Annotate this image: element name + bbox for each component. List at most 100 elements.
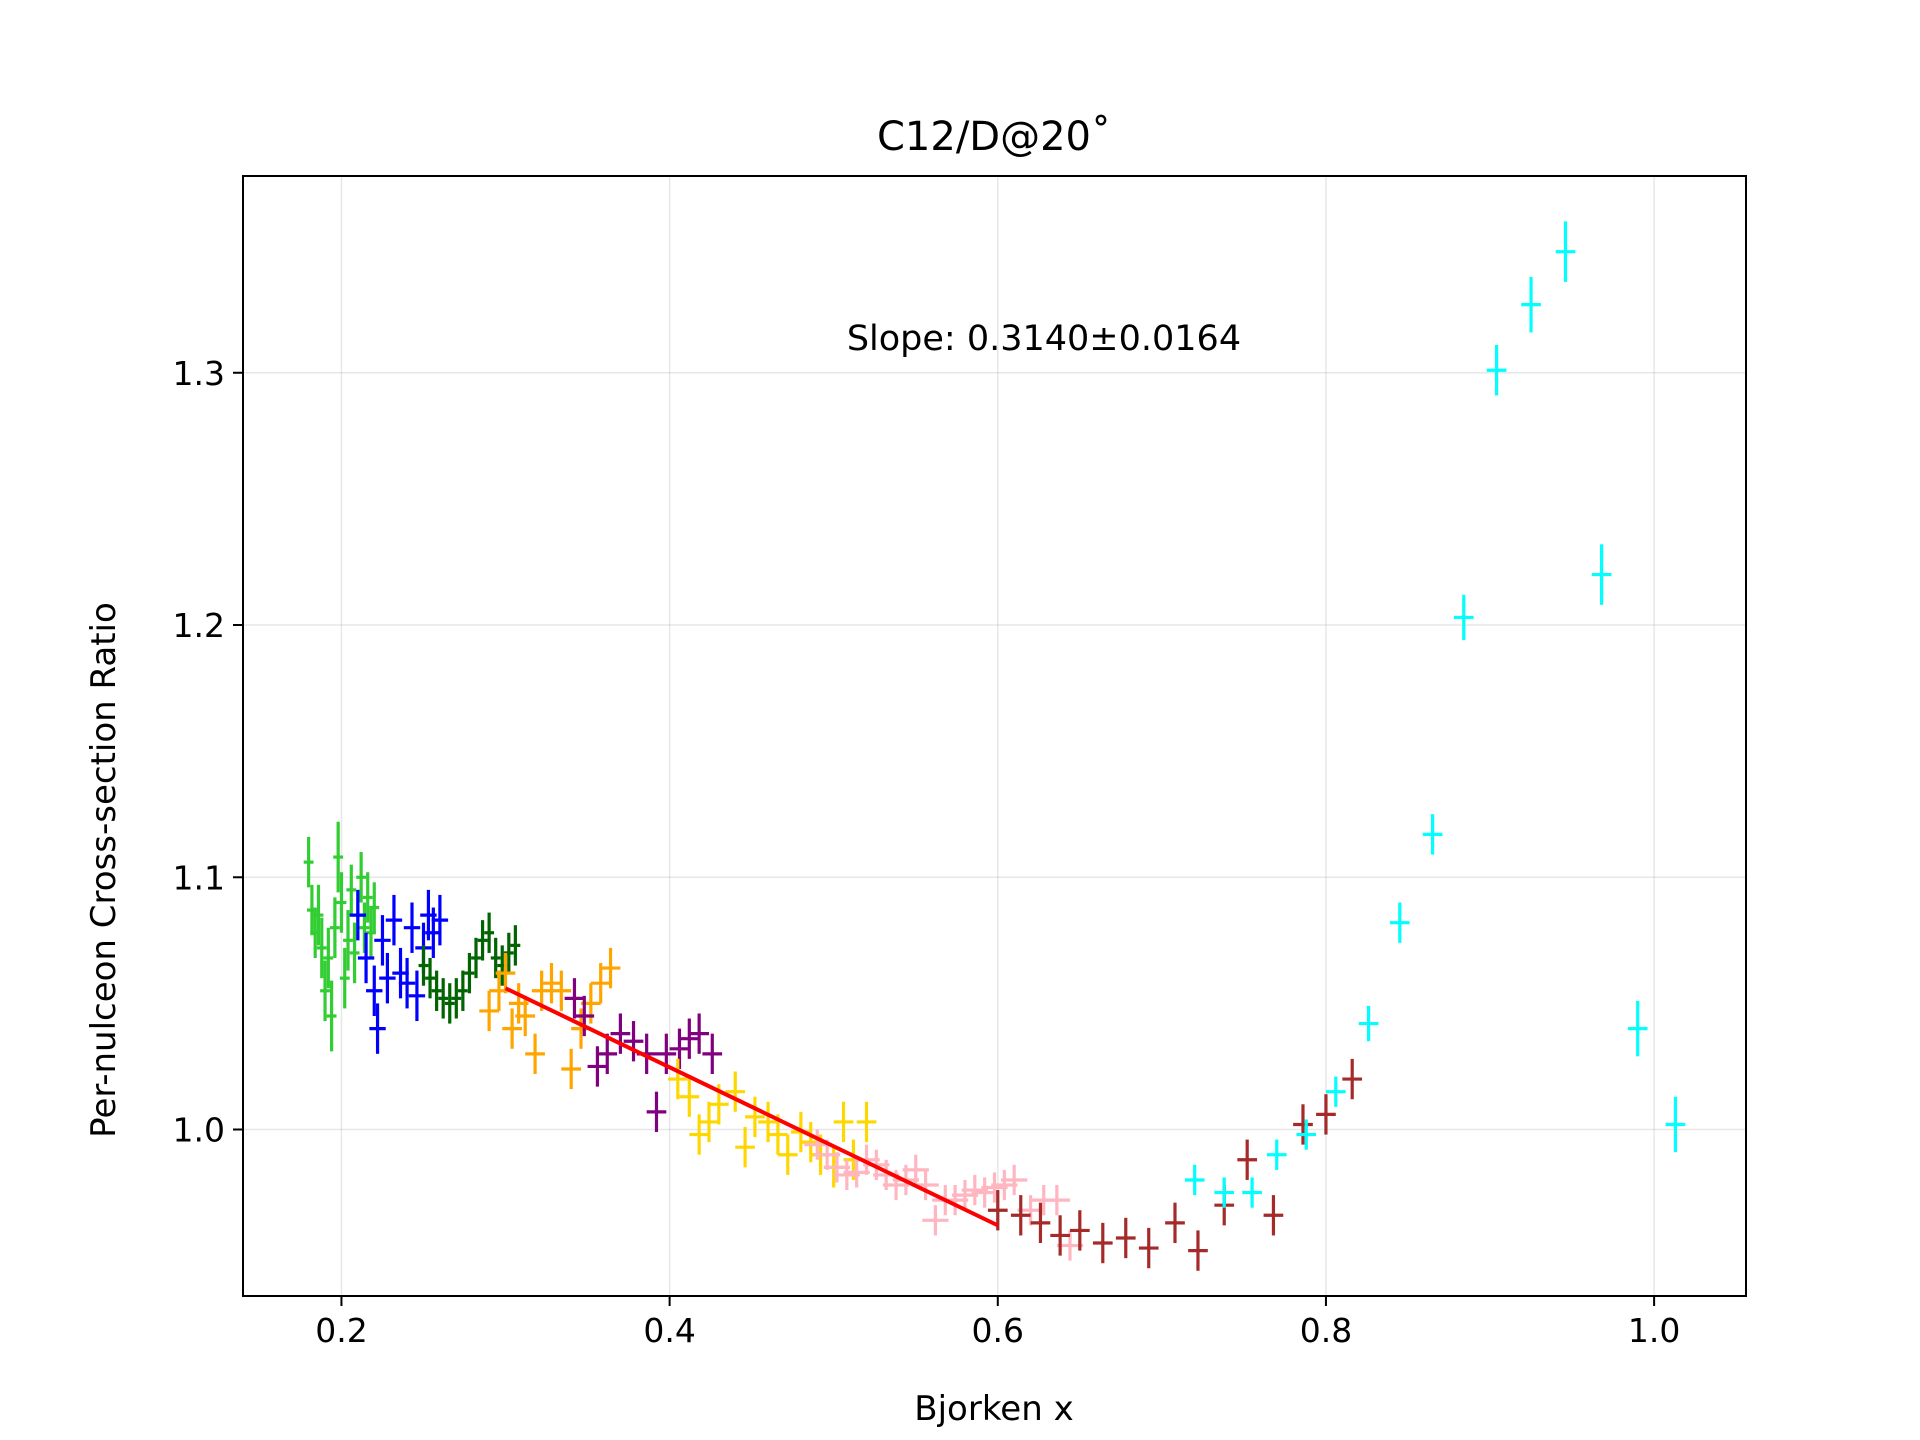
data-point xyxy=(320,960,330,1022)
data-point xyxy=(699,1101,719,1143)
data-point xyxy=(679,1076,700,1117)
data-point xyxy=(477,920,488,961)
data-point xyxy=(369,1003,386,1054)
data-point xyxy=(471,937,481,979)
data-point xyxy=(323,927,334,989)
data-point xyxy=(369,882,380,933)
data-point xyxy=(735,1126,755,1168)
data-point xyxy=(356,852,367,903)
series-9 xyxy=(1184,221,1686,1208)
data-point xyxy=(689,1013,709,1054)
data-point xyxy=(349,889,367,941)
data-point xyxy=(856,1101,877,1143)
data-point xyxy=(1069,1210,1090,1251)
data-point xyxy=(484,912,495,953)
data-point xyxy=(1486,345,1507,396)
data-point xyxy=(1665,1096,1686,1153)
data-point xyxy=(451,978,462,1019)
data-point xyxy=(541,963,562,1004)
data-point xyxy=(515,995,536,1037)
data-point xyxy=(343,910,353,971)
data-point xyxy=(329,897,340,958)
data-point xyxy=(1237,1139,1258,1180)
data-point xyxy=(313,884,324,946)
x-tick-label: 0.4 xyxy=(643,1311,695,1350)
x-tick-label: 0.6 xyxy=(972,1311,1024,1350)
x-axis-label: Bjorken x xyxy=(914,1389,1073,1429)
data-point xyxy=(1030,1202,1051,1244)
data-point xyxy=(1043,1185,1070,1216)
data-point xyxy=(303,836,314,888)
data-point xyxy=(336,872,347,933)
y-axis-label: Per-nulceon Cross-section Ratio xyxy=(84,602,124,1138)
y-tick-label: 1.0 xyxy=(173,1111,225,1150)
data-point xyxy=(646,1091,667,1133)
data-series xyxy=(303,221,1686,1271)
data-point xyxy=(366,965,383,1016)
data-point xyxy=(1266,1139,1287,1170)
data-point xyxy=(597,1033,618,1075)
data-point xyxy=(1293,1104,1313,1145)
data-point xyxy=(610,1013,631,1054)
data-point xyxy=(1422,814,1443,855)
data-point xyxy=(745,1096,765,1138)
data-point xyxy=(679,1018,700,1059)
data-point xyxy=(1342,1058,1363,1100)
data-point xyxy=(326,980,337,1052)
data-point xyxy=(359,902,370,953)
data-point xyxy=(490,937,501,979)
data-point xyxy=(333,821,344,893)
data-point xyxy=(502,1008,522,1049)
data-point xyxy=(702,1033,723,1075)
series-5 xyxy=(564,978,723,1133)
data-point xyxy=(574,995,595,1037)
data-point xyxy=(525,1033,545,1075)
data-point xyxy=(479,990,499,1032)
data-point xyxy=(444,983,455,1024)
data-point xyxy=(1358,1005,1379,1042)
data-point xyxy=(362,872,373,923)
data-point xyxy=(561,1048,582,1090)
data-point xyxy=(1001,1164,1028,1196)
y-tick-label: 1.2 xyxy=(173,606,225,645)
data-point xyxy=(1010,1195,1031,1236)
data-point xyxy=(1188,1230,1208,1271)
data-point xyxy=(1389,902,1410,943)
data-point xyxy=(425,957,435,999)
chart-title: C12/D@20˚ xyxy=(877,114,1111,160)
data-point xyxy=(1214,1177,1235,1208)
data-point xyxy=(495,952,516,994)
data-point xyxy=(922,1205,949,1236)
data-point xyxy=(438,978,449,1019)
x-tick-label: 0.2 xyxy=(315,1311,367,1350)
data-point xyxy=(374,915,391,966)
y-tick-label: 1.1 xyxy=(173,858,225,897)
data-point xyxy=(600,947,621,989)
data-point xyxy=(1521,276,1541,333)
slope-annotation: Slope: 0.3140±0.0164 xyxy=(847,319,1241,359)
data-point xyxy=(1050,1215,1070,1256)
data-point xyxy=(1555,221,1576,282)
data-point xyxy=(1591,544,1612,605)
data-point xyxy=(316,917,327,979)
series-4 xyxy=(479,947,621,1090)
y-axis: 1.0 1.1 1.2 1.3 xyxy=(173,354,243,1150)
data-point xyxy=(777,1134,798,1175)
data-point xyxy=(1138,1227,1159,1269)
data-point xyxy=(510,925,521,966)
x-tick-label: 0.8 xyxy=(1300,1311,1352,1350)
x-axis: 0.2 0.4 0.6 0.8 1.0 xyxy=(315,1296,1680,1350)
data-point xyxy=(669,1028,690,1069)
data-point xyxy=(431,970,442,1011)
data-point xyxy=(1325,1076,1346,1107)
data-point xyxy=(590,963,611,1004)
data-point xyxy=(1296,1119,1317,1150)
data-point xyxy=(1242,1177,1262,1208)
data-point xyxy=(1184,1164,1205,1196)
y-tick-label: 1.3 xyxy=(173,354,225,393)
data-point xyxy=(379,952,396,1004)
fit-line xyxy=(504,986,999,1228)
data-point xyxy=(385,894,403,946)
series-1 xyxy=(303,821,380,1052)
